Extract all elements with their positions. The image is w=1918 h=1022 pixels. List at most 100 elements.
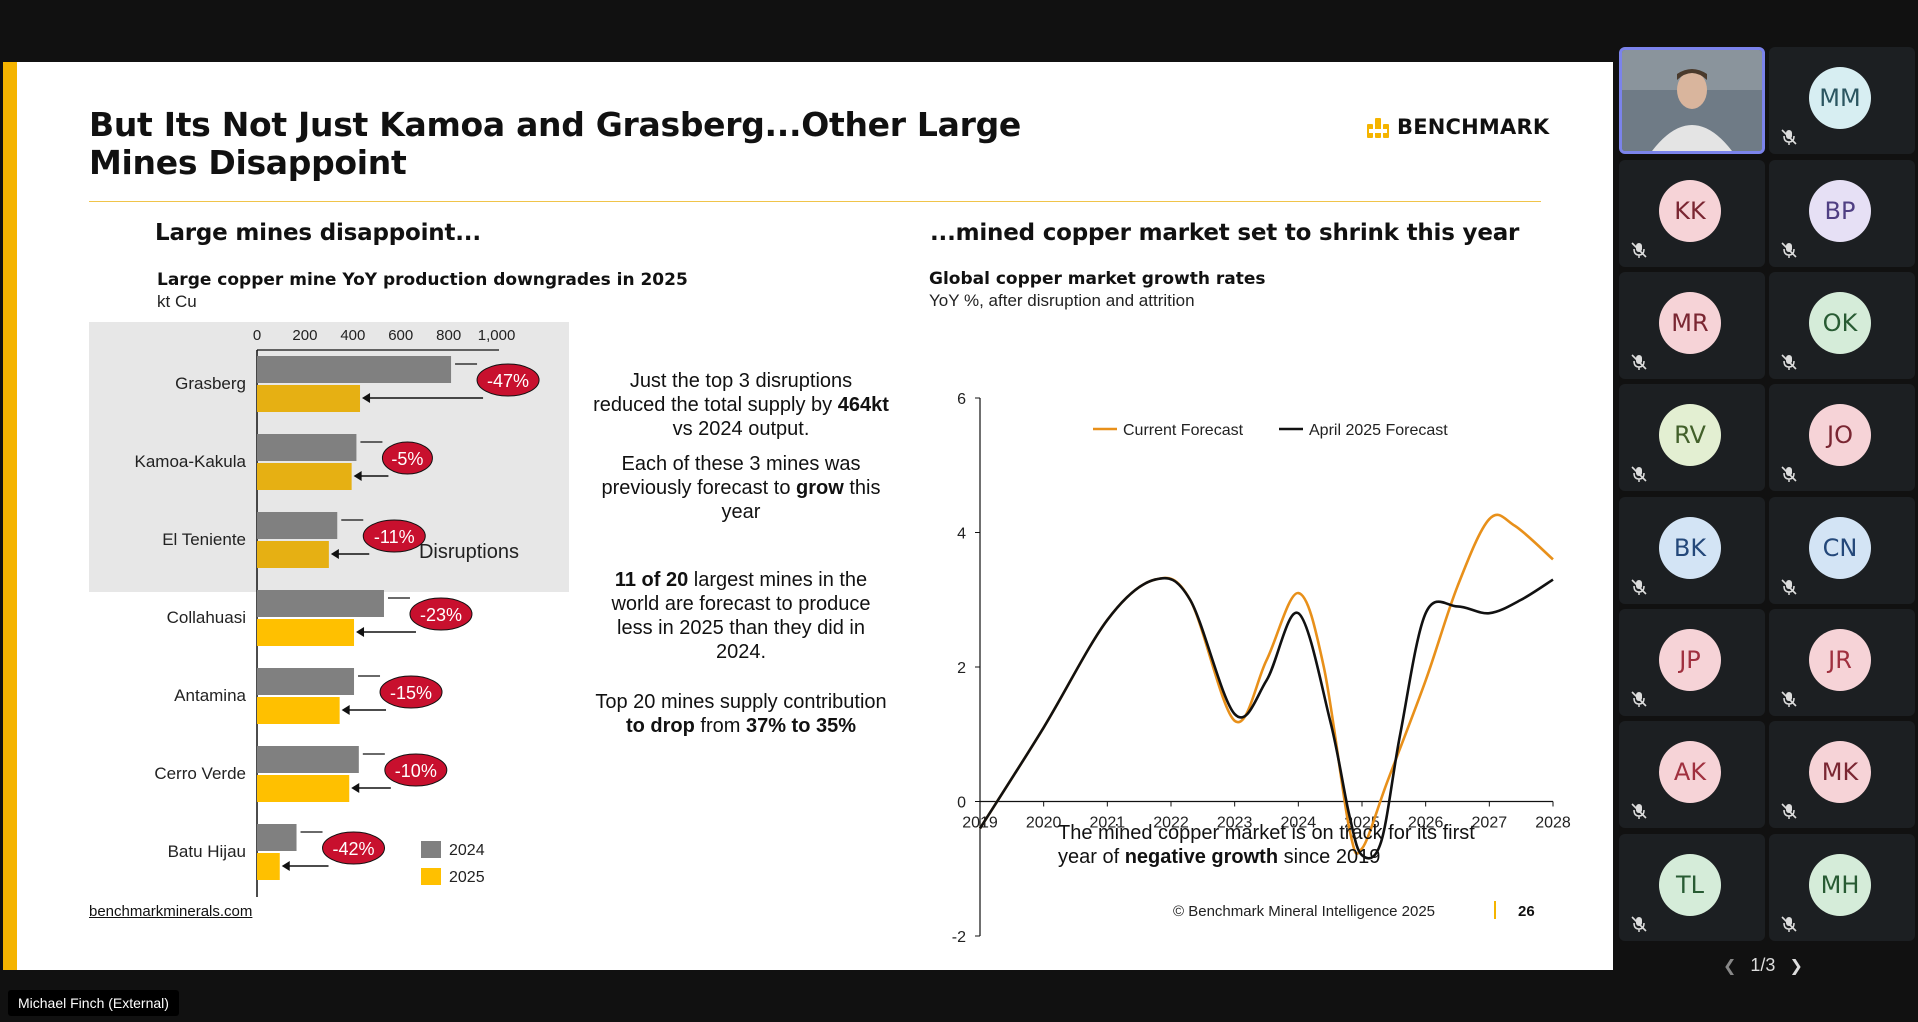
bar-2024	[257, 746, 359, 773]
summary-text-2a: Each of these 3 mines was previously for…	[601, 453, 861, 499]
participant-avatar: MH	[1809, 854, 1871, 916]
gallery-pager: ❮ 1/3 ❯	[1723, 955, 1803, 976]
change-badge	[409, 597, 473, 631]
summary-text-4b: to drop	[625, 715, 695, 737]
mic-muted-icon	[1631, 242, 1647, 258]
forecast-growth-text: Each of these 3 mines was previously for…	[591, 452, 891, 524]
participant-tile[interactable]: JR	[1769, 609, 1915, 716]
bar-2025	[257, 385, 361, 412]
participant-tile[interactable]: CN	[1769, 497, 1915, 604]
change-badge	[362, 519, 426, 553]
category-label: Collahuasi	[167, 608, 246, 627]
participant-tile[interactable]: BK	[1619, 497, 1765, 604]
left-section-heading: Large mines disappoint...	[155, 220, 481, 246]
april-forecast-line	[978, 576, 1554, 860]
summary-text-3a: 11 of 20	[614, 569, 689, 591]
participant-tile[interactable]: KK	[1619, 160, 1765, 267]
y-tick-label: 4	[957, 526, 966, 543]
participant-tile[interactable]: JP	[1619, 609, 1765, 716]
summary-text-2c: this year	[721, 477, 881, 523]
participant-avatar: KK	[1659, 180, 1721, 242]
legend-swatch-2025	[421, 868, 441, 885]
participant-avatar: MK	[1809, 741, 1871, 803]
category-label: El Teniente	[162, 530, 246, 549]
y-tick-label: 6	[957, 391, 966, 408]
x-tick-label: 800	[436, 327, 461, 344]
x-tick-label: 2028	[1535, 815, 1571, 832]
participant-tile[interactable]: RV	[1619, 384, 1765, 491]
participant-tile[interactable]: OK	[1769, 272, 1915, 379]
participant-avatar: OK	[1809, 292, 1871, 354]
previous-page-icon[interactable]: ❮	[1723, 957, 1737, 975]
bar-2024	[257, 668, 355, 695]
change-badge-label: -5%	[391, 449, 423, 469]
right-section-heading: ...mined copper market set to shrink thi…	[930, 220, 1520, 246]
change-badge	[379, 675, 443, 709]
disruptions-label: Disruptions	[419, 541, 519, 563]
participant-video-tile[interactable]	[1619, 47, 1765, 154]
x-tick-label: 2019	[962, 815, 998, 832]
change-badge	[381, 441, 433, 475]
change-badge-label: -23%	[420, 605, 462, 625]
change-badge-label: -10%	[395, 761, 437, 781]
brand-name: BENCHMARK	[1397, 115, 1550, 139]
participant-tile[interactable]: MK	[1769, 721, 1915, 828]
mic-muted-icon	[1631, 466, 1647, 482]
category-label: Kamoa-Kakula	[134, 452, 246, 471]
right-chart-title: Global copper market growth rates	[929, 269, 1266, 289]
benchmark-logo-icon	[1367, 118, 1389, 138]
participant-avatar: BK	[1659, 517, 1721, 579]
bar-2025	[257, 697, 340, 724]
category-label: Grasberg	[175, 374, 246, 393]
x-tick-label: 2023	[1217, 815, 1253, 832]
mic-muted-icon	[1781, 129, 1797, 145]
mic-muted-icon	[1781, 579, 1797, 595]
footer-website-link[interactable]: benchmarkminerals.com	[89, 903, 253, 920]
bar-2025	[257, 775, 350, 802]
change-arrowhead	[330, 549, 339, 559]
change-arrowhead	[362, 393, 371, 403]
bar-2025	[257, 619, 355, 646]
mic-muted-icon	[1781, 803, 1797, 819]
summary-text-1b: 464kt	[837, 394, 889, 416]
x-tick-label: 2021	[1090, 815, 1126, 832]
mic-muted-icon	[1781, 354, 1797, 370]
mic-muted-icon	[1631, 916, 1647, 932]
change-arrowhead	[341, 705, 350, 715]
x-tick-label: 2022	[1153, 815, 1189, 832]
category-label: Batu Hijau	[168, 842, 246, 861]
participant-avatar: MR	[1659, 292, 1721, 354]
category-label: Antamina	[174, 686, 246, 705]
participant-avatar: JR	[1809, 629, 1871, 691]
bar-2025	[257, 853, 280, 880]
change-badge-label: -47%	[487, 371, 529, 391]
next-page-icon[interactable]: ❯	[1789, 957, 1803, 975]
change-arrowhead	[281, 861, 290, 871]
legend-swatch-2024	[421, 841, 441, 858]
change-badge	[384, 753, 448, 787]
bar-2024	[257, 590, 384, 617]
mic-muted-icon	[1631, 803, 1647, 819]
x-tick-label: 2020	[1026, 815, 1062, 832]
participant-tile[interactable]: BP	[1769, 160, 1915, 267]
change-badge	[322, 831, 386, 865]
mic-muted-icon	[1781, 466, 1797, 482]
slide-page-number: 26	[1518, 903, 1535, 920]
slide-accent-bar	[3, 62, 17, 970]
participant-tile[interactable]: MR	[1619, 272, 1765, 379]
participant-tile[interactable]: TL	[1619, 834, 1765, 941]
summary-text-2b: grow	[796, 477, 844, 499]
participant-tile[interactable]: MM	[1769, 47, 1915, 154]
participant-avatar: CN	[1809, 517, 1871, 579]
change-arrowhead	[356, 627, 365, 637]
legend-label-2025: 2025	[449, 869, 485, 886]
participant-tile[interactable]: JO	[1769, 384, 1915, 491]
summary-text-4a: Top 20 mines supply contribution	[595, 691, 887, 713]
bar-2024	[257, 824, 297, 851]
participant-tile[interactable]: MH	[1769, 834, 1915, 941]
participant-tile[interactable]: AK	[1619, 721, 1765, 828]
x-tick-label: 2027	[1472, 815, 1508, 832]
y-tick-label: -2	[952, 929, 966, 942]
gallery-page-indicator: 1/3	[1750, 955, 1776, 975]
